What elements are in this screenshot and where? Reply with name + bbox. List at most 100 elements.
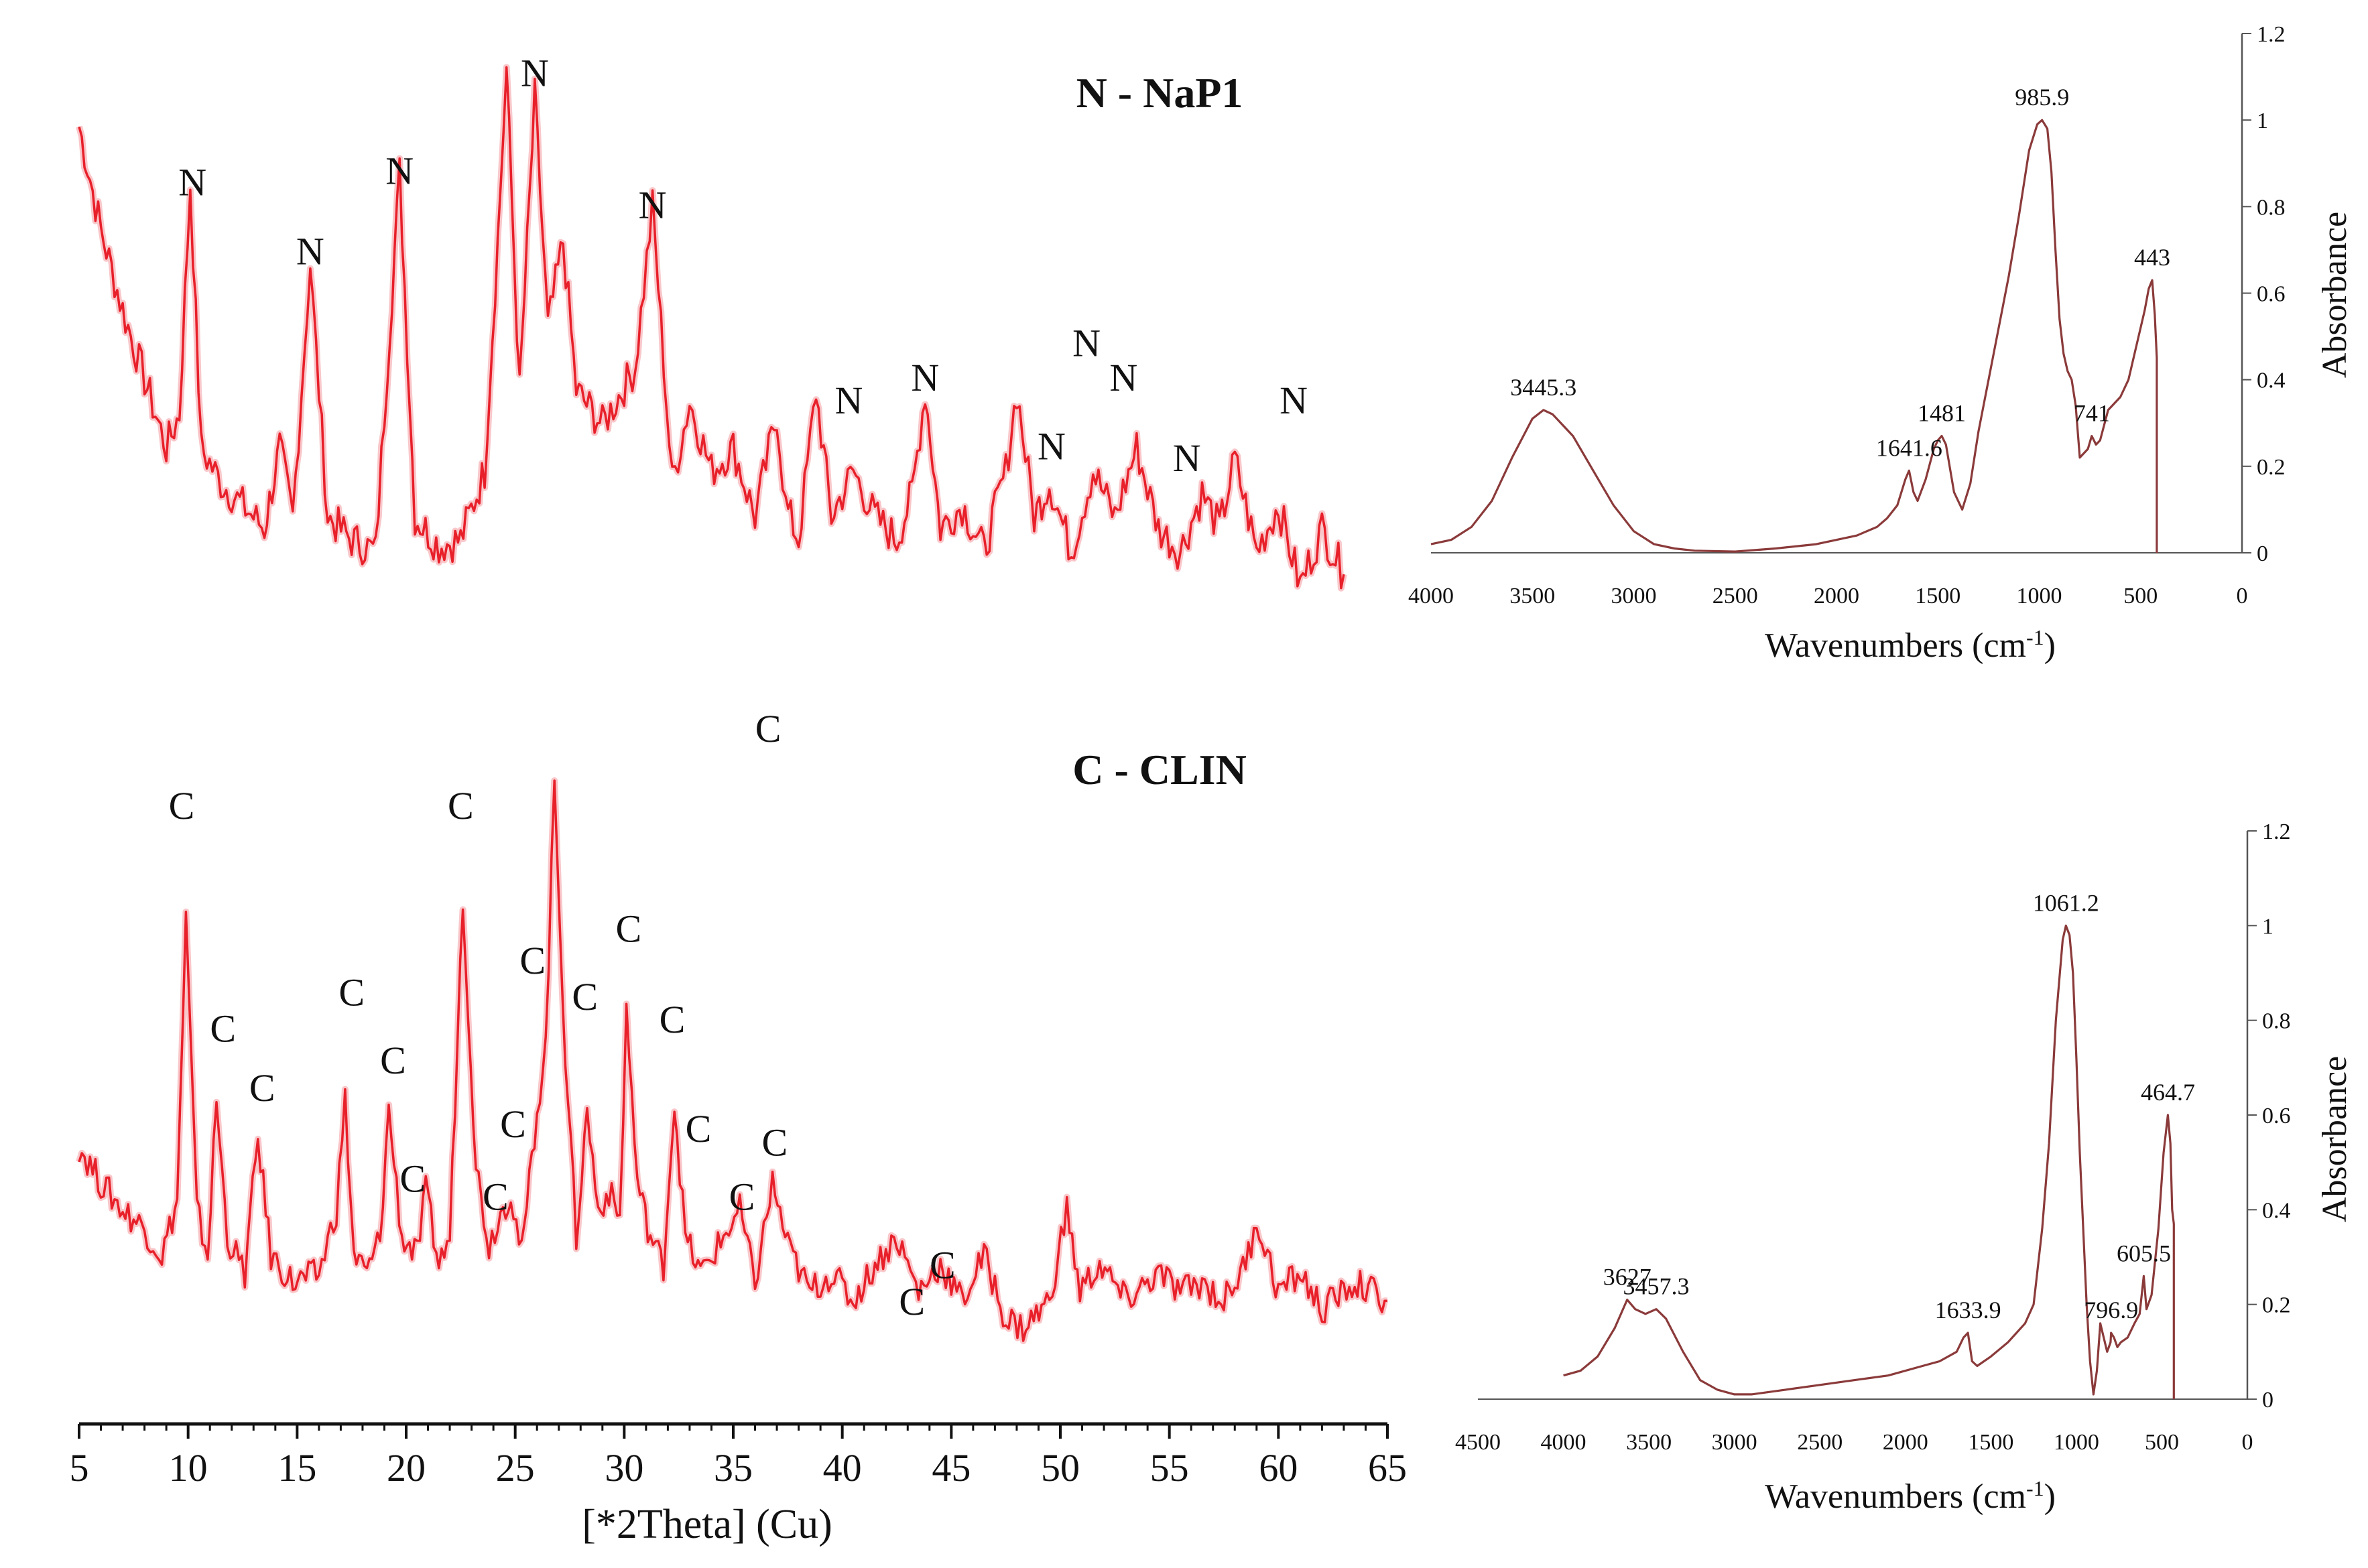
peak-label: N — [521, 52, 549, 95]
ir-peak-annotation: 1633.9 — [1935, 1297, 2001, 1323]
peak-label: N — [1280, 379, 1308, 422]
peak-label: C — [729, 1175, 755, 1219]
ir-peak-annotation: 1481 — [1918, 400, 1966, 427]
xrd-x-tick-label: 25 — [496, 1446, 535, 1490]
xrd-x-tick-label: 20 — [387, 1446, 426, 1490]
xrd-trace-halo — [76, 777, 1388, 1344]
ir-peak-annotation: 3445.3 — [1510, 374, 1576, 401]
ir-peak-annotation: 796.9 — [2084, 1297, 2138, 1323]
ir-y-tick-label: 0 — [2257, 541, 2268, 566]
xrd-x-tick-label: 50 — [1041, 1446, 1080, 1490]
peak-label: N — [385, 149, 414, 192]
peak-label: C — [930, 1244, 956, 1287]
xrd-clin-title: C - CLIN — [1072, 746, 1247, 793]
xrd-x-axis-label: [*2Theta] (Cu) — [582, 1502, 832, 1547]
peak-label: C — [169, 784, 195, 828]
ir-y-tick-label: 1 — [2257, 109, 2268, 133]
peak-label: C — [899, 1280, 925, 1323]
peak-label: N — [639, 184, 667, 227]
ir-x-tick-label: 1000 — [2017, 584, 2062, 608]
ir-clin-x-axis-label: Wavenumbers (cm-1) — [1765, 1476, 2056, 1516]
xrd-x-tick-label: 5 — [70, 1446, 89, 1490]
ir-y-tick-label: 0.6 — [2257, 282, 2286, 307]
ir-peak-annotation: 985.9 — [2015, 84, 2069, 111]
ir-x-tick-label: 2500 — [1712, 584, 1758, 608]
ir-clin-chart: Wavenumbers (cm-1) Absorbance 0 0.2 0.4 0.6… — [1455, 820, 2354, 1516]
xrd-clin-chart: C - CLIN [*2Theta] (Cu) CCCCCCCCCCCCCCCC… — [70, 707, 1408, 1547]
ir-peak-annotation: 1641.6 — [1876, 434, 1942, 461]
ir-x-tick-label: 0 — [2237, 584, 2248, 608]
ir-x-tick-label: 3000 — [1712, 1430, 1757, 1455]
xrd-trace — [78, 779, 1388, 1342]
ir-y-tick-label: 0 — [2262, 1388, 2273, 1413]
ir-x-tick-label: 0 — [2242, 1430, 2253, 1455]
ir-peak-annotation: 3627 — [1603, 1264, 1652, 1291]
ir-peak-annotation: 443 — [2134, 244, 2170, 271]
peak-label: C — [210, 1007, 236, 1051]
ir-x-tick-label: 500 — [2123, 584, 2158, 608]
ir-x-tick-label: 1500 — [1915, 584, 1960, 608]
peak-label: C — [572, 975, 598, 1019]
ir-x-tick-label: 500 — [2145, 1430, 2179, 1455]
xrd-trace — [78, 66, 1345, 590]
ir-napi-y-axis-label: Absorbance — [2316, 212, 2354, 378]
ir-x-tick-label: 3500 — [1626, 1430, 1672, 1455]
ir-y-tick-label: 0.2 — [2257, 455, 2286, 480]
peak-label: N — [296, 229, 324, 273]
ir-y-tick-label: 0.4 — [2257, 369, 2286, 393]
peak-label: C — [755, 707, 782, 750]
ir-x-tick-label: 4000 — [1541, 1430, 1586, 1455]
xrd-x-tick-label: 35 — [714, 1446, 753, 1490]
xrd-x-tick-label: 40 — [823, 1446, 862, 1490]
peak-label: C — [338, 970, 365, 1014]
ir-napi-chart: Wavenumbers (cm-1) Absorbance 0 0.2 0.4 0.6… — [1408, 22, 2354, 665]
ir-x-tick-label: 3500 — [1509, 584, 1555, 608]
xrd-x-tick-label: 15 — [277, 1446, 316, 1490]
peak-label: N — [1072, 321, 1101, 365]
peak-label: C — [483, 1175, 509, 1219]
ir-spectrum — [1430, 119, 2158, 553]
peak-label: N — [911, 356, 939, 399]
ir-x-tick-label: 1500 — [1968, 1430, 2013, 1455]
ir-x-tick-label: 2000 — [1814, 584, 1859, 608]
peak-label: N — [1173, 436, 1201, 480]
peak-label: C — [380, 1039, 406, 1082]
ir-x-tick-label: 1000 — [2054, 1430, 2099, 1455]
ir-clin-y-axis-label: Absorbance — [2316, 1056, 2354, 1222]
xrd-x-tick-label: 55 — [1150, 1446, 1189, 1490]
ir-spectrum — [1563, 924, 2175, 1399]
peak-label: C — [615, 907, 641, 950]
peak-label: N — [178, 160, 206, 204]
ir-y-tick-label: 0.8 — [2262, 1009, 2291, 1034]
ir-x-tick-label: 2500 — [1797, 1430, 1843, 1455]
ir-y-tick-label: 0.4 — [2262, 1198, 2291, 1223]
ir-y-tick-label: 0.2 — [2262, 1293, 2291, 1318]
xrd-x-tick-label: 45 — [932, 1446, 971, 1490]
peak-label: C — [500, 1102, 526, 1146]
xrd-x-tick-label: 10 — [169, 1446, 208, 1490]
peak-label: N — [834, 379, 863, 422]
ir-y-tick-label: 1.2 — [2262, 820, 2291, 844]
ir-napi-x-axis-label: Wavenumbers (cm-1) — [1765, 625, 2056, 665]
peak-label: C — [519, 939, 546, 982]
xrd-x-tick-label: 30 — [605, 1446, 643, 1490]
peak-label: C — [399, 1157, 426, 1201]
ir-x-tick-label: 4000 — [1408, 584, 1454, 608]
peak-label: N — [1109, 356, 1137, 399]
peak-label: N — [1038, 425, 1066, 468]
ir-peak-annotation: 464.7 — [2141, 1079, 2195, 1106]
peak-label: C — [448, 784, 474, 828]
ir-y-tick-label: 1.2 — [2257, 22, 2286, 47]
ir-x-tick-label: 2000 — [1883, 1430, 1928, 1455]
ir-y-tick-label: 0.6 — [2262, 1104, 2291, 1128]
ir-y-tick-label: 0.8 — [2257, 195, 2286, 220]
peak-label: C — [761, 1120, 788, 1164]
ir-peak-annotation: 741 — [2074, 400, 2110, 427]
ir-x-tick-label: 3000 — [1611, 584, 1657, 608]
ir-peak-annotation: 1061.2 — [2033, 889, 2099, 916]
xrd-napi-title: N - NaP1 — [1076, 69, 1243, 117]
ir-peak-annotation: 3457.3 — [1623, 1273, 1690, 1300]
peak-label: C — [686, 1107, 712, 1151]
